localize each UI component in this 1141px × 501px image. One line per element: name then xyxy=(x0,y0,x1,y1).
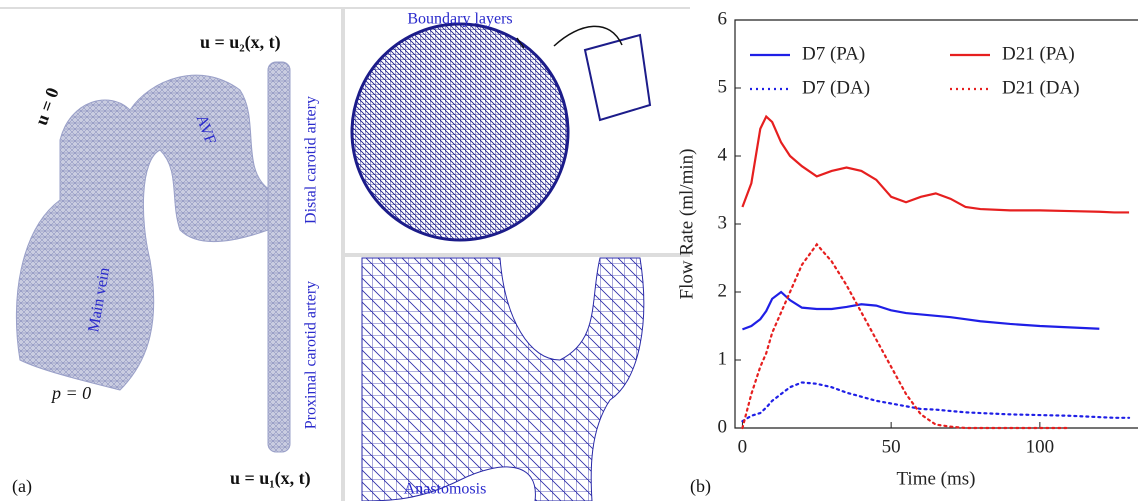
y-tick-label: 6 xyxy=(718,8,728,29)
series-line xyxy=(742,117,1129,213)
y-tick-label: 0 xyxy=(718,416,728,437)
layer-detail xyxy=(585,35,650,120)
y-tick-label: 1 xyxy=(718,348,728,369)
series-line xyxy=(742,244,1069,428)
y-axis-label: Flow Rate (ml/min) xyxy=(676,149,697,300)
cross-section-mesh xyxy=(352,24,568,240)
region-label: Boundary layers xyxy=(407,11,512,28)
y-tick-label: 3 xyxy=(718,212,728,233)
vessel-mesh xyxy=(16,75,270,390)
boundary-label: u = u₂(x, t) xyxy=(200,32,281,53)
boundary-label: p = 0 xyxy=(50,383,91,403)
anastomosis-mesh xyxy=(362,258,644,501)
region-label: Proximal carotid artery xyxy=(303,281,320,429)
panel-label: (b) xyxy=(690,476,711,497)
legend-label: D7 (PA) xyxy=(802,43,865,64)
legend-label: D7 (DA) xyxy=(802,77,870,98)
x-tick-label: 0 xyxy=(738,436,748,457)
series-line xyxy=(742,292,1099,329)
region-label: Anastomosis xyxy=(404,481,487,498)
x-tick-label: 50 xyxy=(882,436,901,457)
legend-label: D21 (PA) xyxy=(1002,43,1075,64)
artery-mesh xyxy=(268,62,290,452)
series-line xyxy=(742,382,1129,421)
y-tick-label: 4 xyxy=(718,144,728,165)
boundary-label: u = u₁(x, t) xyxy=(230,468,311,489)
legend-label: D21 (DA) xyxy=(1002,77,1080,98)
y-tick-label: 2 xyxy=(718,280,728,301)
x-axis-label: Time (ms) xyxy=(896,468,975,489)
figure: (a) u = u₂(x, t) u = 0 u = u₁(x, t) p = … xyxy=(0,0,1141,501)
region-label: Distal carotid artery xyxy=(303,96,320,224)
boundary-label: u = 0 xyxy=(31,85,63,128)
panel-label: (a) xyxy=(12,476,32,497)
x-tick-label: 100 xyxy=(1026,436,1055,457)
y-tick-label: 5 xyxy=(718,76,728,97)
